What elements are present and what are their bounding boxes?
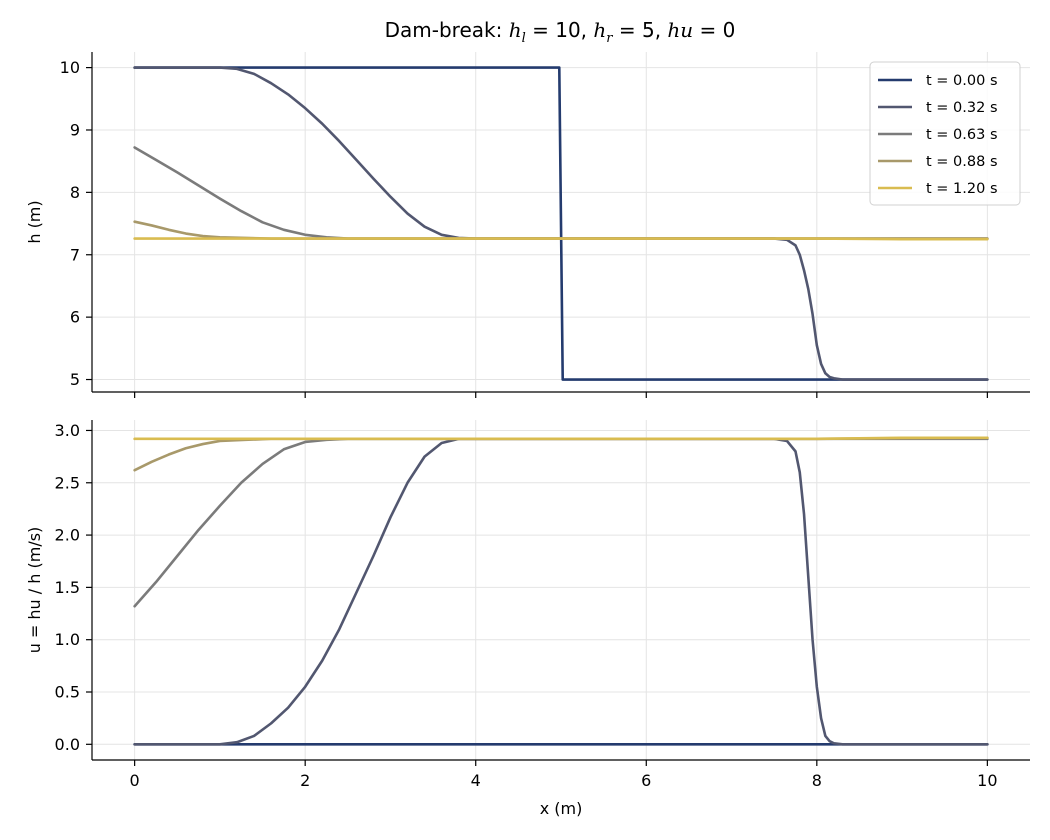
legend-box: [869, 61, 1021, 206]
legend-label-t-0-63-s: t = 0.63 s: [926, 127, 998, 143]
x-tick-label: 10: [977, 771, 997, 790]
x-tick-label: 6: [641, 771, 651, 790]
legend-label-t-0-32-s: t = 0.32 s: [926, 100, 998, 116]
top-y-tick-label: 8: [70, 183, 80, 202]
top-y-tick-label: 5: [70, 370, 80, 389]
legend-label-t-0-88-s: t = 0.88 s: [926, 154, 998, 170]
top-y-axis-label: h (m): [25, 200, 44, 243]
top-series-t-1-20-s: [133, 237, 989, 241]
bottom-y-tick-label: 1.5: [55, 578, 80, 597]
bottom-series-t-0-63-s: [133, 437, 989, 608]
legend-label-t-1-20-s: t = 1.20 s: [926, 181, 998, 197]
bottom-panel: 0 2 4 6 8 10 0.0 0.5 1.0 1.5 2.0 2.5 3.0 u = hu / h (…: [25, 420, 1030, 818]
bottom-series-t-0-32-s: [133, 437, 989, 746]
top-series-t-0-00-s: [133, 66, 989, 381]
bottom-y-tick-label: 1.0: [55, 630, 80, 649]
bottom-y-axis-label: u = hu / h (m/s): [25, 527, 44, 654]
top-y-tick-label: 9: [70, 120, 80, 139]
x-tick-label: 2: [300, 771, 310, 790]
bottom-series-t-1-20-s: [133, 436, 989, 441]
bottom-y-tick-label: 2.5: [55, 473, 80, 492]
legend: t = 0.00 s t = 0.32 s t = 0.63 s t = 0.88 s…: [869, 61, 1021, 206]
bottom-x-axis-label: x (m): [540, 799, 583, 818]
bottom-y-tick-label: 0.0: [55, 735, 80, 754]
bottom-y-tick-label: 3.0: [55, 421, 80, 440]
bottom-y-tick-label: 0.5: [55, 683, 80, 702]
top-y-tick-label: 7: [70, 245, 80, 264]
top-y-tick-label: 10: [60, 58, 80, 77]
legend-label-t-0-00-s: t = 0.00 s: [926, 73, 998, 89]
bottom-y-tick-label: 2.0: [55, 526, 80, 545]
x-tick-label: 8: [812, 771, 822, 790]
x-tick-label: 0: [130, 771, 140, 790]
x-tick-label: 4: [471, 771, 481, 790]
top-y-tick-label: 6: [70, 308, 80, 327]
chart-title: Dam-break: hl = 10, hr = 5, hu = 0: [384, 18, 736, 46]
